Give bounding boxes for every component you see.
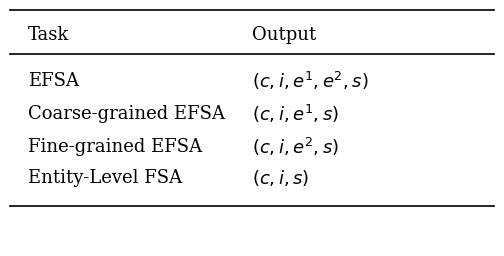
Text: Coarse-grained EFSA: Coarse-grained EFSA xyxy=(28,105,225,123)
Text: EFSA: EFSA xyxy=(28,72,79,90)
Text: Task: Task xyxy=(28,26,69,44)
Text: Fine-grained EFSA: Fine-grained EFSA xyxy=(28,138,202,156)
Text: Output: Output xyxy=(252,26,316,44)
Text: $(c, i, s)$: $(c, i, s)$ xyxy=(252,168,309,188)
Text: Entity-Level FSA: Entity-Level FSA xyxy=(28,169,182,187)
Text: $(c, i, e^1, s)$: $(c, i, e^1, s)$ xyxy=(252,103,339,125)
Text: $(c, i, e^1, e^2, s)$: $(c, i, e^1, e^2, s)$ xyxy=(252,70,368,92)
Text: $(c, i, e^2, s)$: $(c, i, e^2, s)$ xyxy=(252,136,339,158)
